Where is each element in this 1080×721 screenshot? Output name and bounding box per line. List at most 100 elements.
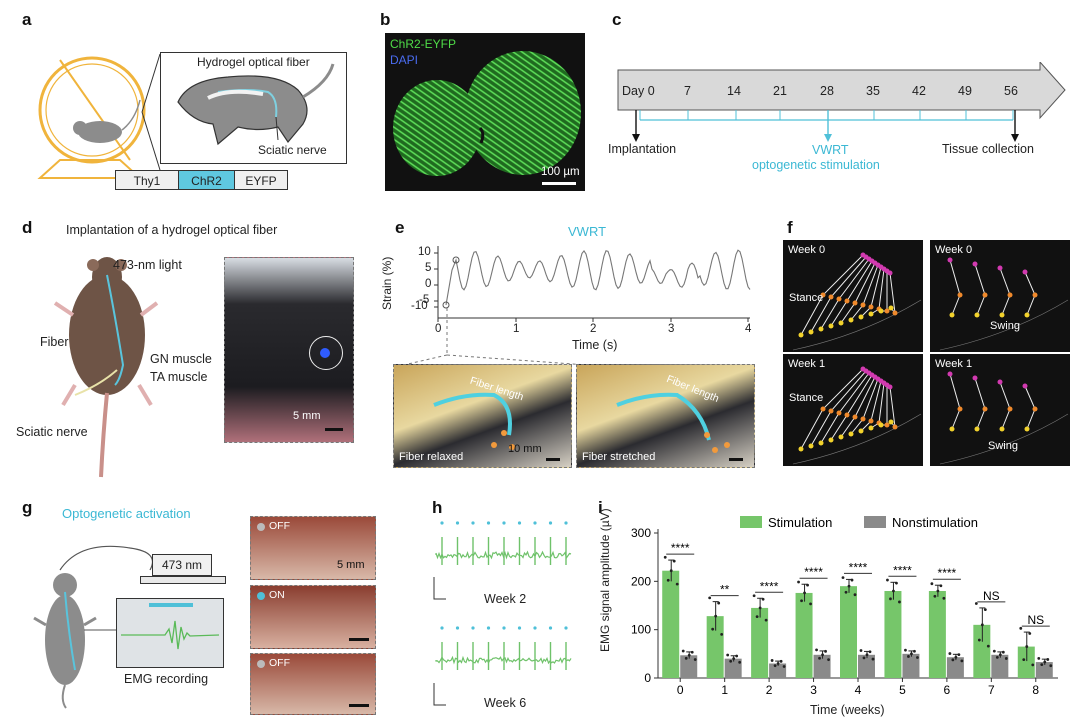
panel-g-title: Optogenetic activation	[62, 506, 191, 521]
data-point	[821, 653, 824, 656]
data-point	[694, 658, 697, 661]
joint-ankle	[849, 432, 854, 437]
joint-knee	[869, 419, 874, 424]
joint-hip	[948, 372, 953, 377]
significance-label: **	[720, 583, 730, 597]
joint-hip	[1023, 270, 1028, 275]
data-point	[930, 582, 933, 585]
blue-light-spot	[320, 348, 330, 358]
data-point	[993, 650, 996, 653]
data-point	[866, 653, 869, 656]
data-point	[1037, 657, 1040, 660]
tile2-phase: Swing	[990, 320, 1020, 332]
data-point	[904, 649, 907, 652]
data-point	[777, 662, 780, 665]
stim-pulse-marker	[549, 626, 552, 629]
x-tick-label: 3	[810, 683, 817, 697]
data-point	[842, 576, 845, 579]
joint-ankle	[829, 324, 834, 329]
construct-chr2: ChR2	[178, 170, 235, 190]
stim-pulse-marker	[456, 626, 459, 629]
joint-ankle	[1025, 427, 1030, 432]
joint-ankle	[819, 327, 824, 332]
data-point	[851, 579, 854, 582]
kinematic-tile-w0-stance: Week 0 Stance	[783, 240, 923, 352]
x-tick-label: 7	[988, 683, 995, 697]
e-connector	[390, 305, 620, 370]
panel-label-b: b	[380, 10, 390, 30]
data-point	[729, 660, 732, 663]
photo-g-scalebar-2	[349, 638, 369, 641]
significance-label: NS	[1027, 613, 1044, 627]
tick-56: 56	[1004, 84, 1018, 98]
vwrt-label: VWRT	[812, 143, 849, 157]
joint-knee	[869, 305, 874, 310]
emg-trace-week6	[436, 626, 571, 670]
data-point	[667, 579, 670, 582]
data-point	[1002, 651, 1005, 654]
joint-ankle	[839, 435, 844, 440]
led-off-1	[257, 523, 265, 531]
data-point	[711, 628, 714, 631]
joint-knee	[885, 423, 890, 428]
data-point	[889, 597, 892, 600]
data-point	[848, 585, 851, 588]
stim-pulse-marker	[487, 521, 490, 524]
significance-label: NS	[983, 589, 1000, 603]
joint-knee	[853, 415, 858, 420]
joint-ankle	[879, 309, 884, 314]
photo-d-scalebar-label: 5 mm	[293, 410, 321, 422]
joint-ankle	[950, 313, 955, 318]
joint-knee	[829, 295, 834, 300]
data-point	[685, 657, 688, 660]
joint-knee	[1033, 407, 1038, 412]
data-point	[818, 657, 821, 660]
data-point	[933, 595, 936, 598]
data-point	[960, 659, 963, 662]
data-point	[800, 599, 803, 602]
data-point	[978, 639, 981, 642]
joint-ankle	[869, 312, 874, 317]
bar-stimulation	[796, 593, 813, 678]
state-off-2: OFF	[269, 657, 290, 669]
stim-pulse-marker	[440, 521, 443, 524]
joint-ankle	[950, 427, 955, 432]
state-on: ON	[269, 589, 285, 601]
data-point	[854, 593, 857, 596]
data-point	[939, 584, 942, 587]
ytick-10: 10	[418, 246, 431, 258]
data-point	[898, 601, 901, 604]
emg-traces	[430, 515, 580, 715]
tick-28: 28	[820, 84, 834, 98]
joint-knee	[1008, 293, 1013, 298]
stim-pulse-marker	[502, 626, 505, 629]
data-point	[824, 650, 827, 653]
photo-e-scalebar	[546, 458, 560, 461]
data-point	[845, 591, 848, 594]
tile4-phase: Swing	[988, 440, 1018, 452]
joint-ankle	[975, 427, 980, 432]
joint-ankle	[799, 333, 804, 338]
stim-pulse-marker	[502, 521, 505, 524]
implantation-label: Implantation	[608, 142, 676, 156]
bar-stimulation	[662, 571, 679, 678]
data-point	[1049, 664, 1052, 667]
data-point	[803, 592, 806, 595]
tick-7: 7	[684, 84, 691, 98]
bar-stimulation	[929, 591, 946, 678]
joint-knee	[958, 293, 963, 298]
data-point	[809, 602, 812, 605]
tile2-week: Week 0	[935, 244, 972, 256]
data-point	[738, 661, 741, 664]
data-point	[1046, 658, 1049, 661]
data-point	[1005, 657, 1008, 660]
tile3-phase: Stance	[789, 392, 823, 404]
stim-pulse-marker	[533, 521, 536, 524]
panel-label-a: a	[22, 10, 31, 30]
data-point	[951, 658, 954, 661]
joint-hip	[998, 266, 1003, 271]
data-point	[774, 664, 777, 667]
data-point	[783, 665, 786, 668]
data-point	[1043, 661, 1046, 664]
data-point	[720, 633, 723, 636]
